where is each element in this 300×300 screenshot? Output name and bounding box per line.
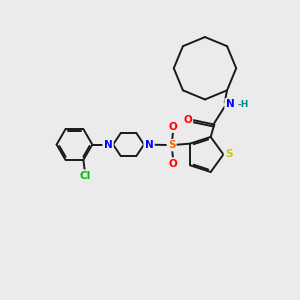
Text: S: S [168,140,176,150]
Text: Cl: Cl [79,171,91,181]
Text: N: N [145,140,153,149]
Text: O: O [169,158,178,169]
Text: O: O [169,122,178,132]
Text: N: N [226,99,234,109]
Text: N: N [104,140,112,149]
Text: O: O [183,115,192,125]
Text: S: S [225,149,232,160]
Text: -H: -H [237,100,248,109]
